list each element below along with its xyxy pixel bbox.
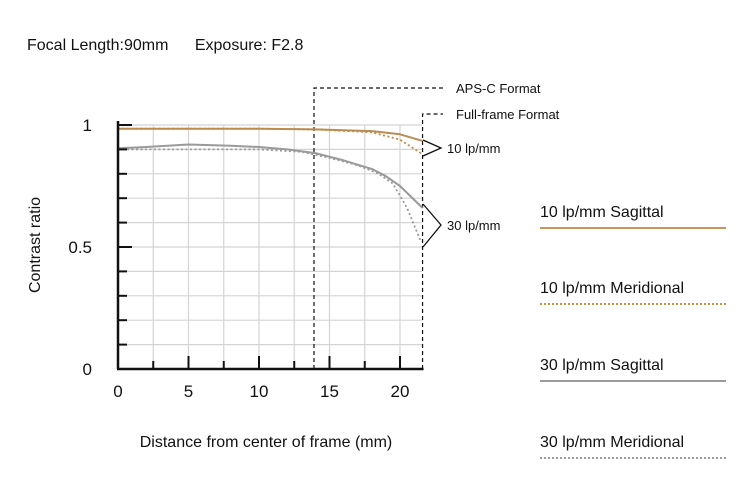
bracket-30lp (422, 203, 442, 248)
focal-length-label: Focal Length:90mm (27, 37, 169, 54)
annotation-aps-c: APS-C Format (456, 81, 541, 96)
format-frames (313, 87, 443, 369)
grid (118, 124, 423, 369)
y-tick-label: 0 (83, 360, 92, 379)
y-tick-label: 1 (83, 116, 92, 135)
y-axis-title: Contrast ratio (27, 197, 44, 293)
y-tick-label: 0.5 (68, 238, 92, 257)
chart-header: Focal Length:90mm Exposure: F2.8 (27, 37, 325, 55)
x-tick-label: 15 (320, 382, 339, 401)
x-tick-label: 0 (113, 382, 122, 401)
bracket-10lp (422, 139, 443, 157)
legend-swatch (540, 380, 726, 382)
annotations: APS-C Format Full-frame Format 10 lp/mm 30 … (422, 81, 560, 248)
tick-labels: 0 5 10 15 20 0 0.5 1 (68, 116, 409, 401)
legend-swatch (540, 227, 726, 229)
legend-swatch (540, 457, 726, 459)
series-line-0 (118, 127, 423, 142)
x-tick-label: 5 (184, 382, 193, 401)
annotation-full-frame: Full-frame Format (456, 107, 560, 122)
legend-swatch (540, 303, 726, 305)
legend-item-10-meridional: 10 lp/mm Meridional (540, 280, 726, 305)
legend-item-30-sagittal: 30 lp/mm Sagittal (540, 357, 726, 382)
axes (116, 121, 424, 371)
series-lines (117, 127, 424, 243)
x-axis-title: Distance from center of frame (mm) (140, 434, 393, 451)
legend-label: 30 lp/mm Meridional (540, 434, 685, 451)
annotation-10lp: 10 lp/mm (447, 141, 500, 156)
full-frame-line (421, 113, 443, 369)
aps-c-frame-line (313, 87, 443, 369)
exposure-label: Exposure: F2.8 (194, 37, 304, 54)
x-tick-label: 10 (250, 382, 269, 401)
series-line-3 (118, 148, 422, 243)
series-line-2 (117, 143, 424, 209)
legend-label: 30 lp/mm Sagittal (540, 357, 664, 374)
legend-item-10-sagittal: 10 lp/mm Sagittal (540, 204, 726, 229)
legend-item-30-meridional: 30 lp/mm Meridional (540, 434, 726, 459)
x-tick-label: 20 (391, 382, 410, 401)
annotation-30lp: 30 lp/mm (447, 218, 500, 233)
legend-label: 10 lp/mm Sagittal (540, 204, 664, 221)
legend-label: 10 lp/mm Meridional (540, 280, 685, 297)
